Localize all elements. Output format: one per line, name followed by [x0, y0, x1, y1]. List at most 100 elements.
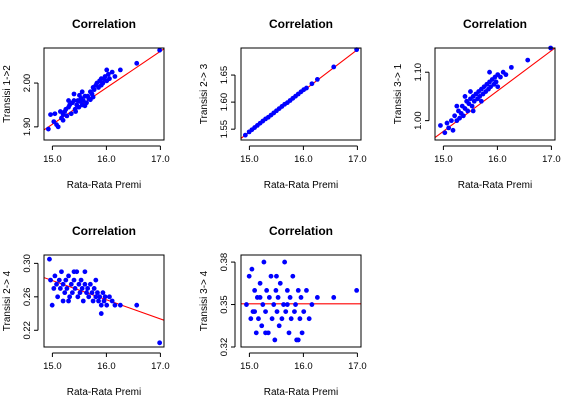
- y-tick-label: 0.35: [219, 295, 230, 314]
- data-point: [288, 316, 294, 322]
- x-axis-label: Rata-Rata Premi: [264, 180, 338, 191]
- x-tick-label: 15.0: [240, 361, 259, 372]
- data-point: [57, 109, 63, 114]
- data-point: [60, 281, 66, 287]
- data-point: [68, 281, 74, 287]
- data-point: [309, 81, 315, 87]
- y-tick-label: 1.55: [219, 120, 230, 139]
- data-point: [112, 74, 118, 79]
- data-point: [134, 60, 140, 66]
- data-point: [55, 294, 61, 300]
- plot-frame: [240, 254, 362, 348]
- y-tick-label: 0.32: [219, 338, 230, 357]
- chart-title: Correlation: [72, 224, 136, 238]
- data-point: [157, 47, 163, 53]
- y-tick-label: 0.22: [22, 321, 33, 340]
- data-point: [77, 92, 82, 98]
- x-tick-label: 17.0: [151, 154, 170, 165]
- data-point: [249, 266, 255, 272]
- data-point: [470, 108, 476, 114]
- data-point: [253, 330, 259, 336]
- chart-panel-4: Correlation 15.0 16.0 17.0 0.22 0.26 0.30 Rata-…: [2, 224, 170, 398]
- x-tick-label: 17.0: [542, 154, 561, 165]
- data-point: [508, 64, 514, 70]
- chart-title: Correlation: [72, 17, 136, 31]
- data-point: [266, 295, 272, 300]
- data-point: [71, 269, 77, 275]
- data-point: [498, 74, 503, 80]
- data-point: [55, 124, 61, 130]
- data-point: [64, 286, 70, 291]
- y-axis-label: Transisi 2-> 3: [199, 63, 210, 124]
- data-point: [295, 287, 301, 293]
- data-point: [452, 113, 458, 119]
- data-point: [304, 287, 309, 293]
- data-point: [82, 281, 88, 287]
- data-point: [525, 57, 531, 63]
- data-points: [242, 47, 360, 138]
- data-point: [260, 302, 266, 307]
- data-point: [256, 316, 261, 322]
- data-point: [71, 277, 77, 283]
- data-point: [49, 302, 55, 308]
- data-point: [487, 69, 492, 75]
- data-point: [284, 287, 290, 293]
- chart-title: Correlation: [269, 17, 333, 31]
- data-point: [48, 112, 53, 117]
- data-point: [261, 259, 267, 265]
- data-point: [269, 316, 275, 322]
- plot-frame: [43, 254, 165, 348]
- data-point: [71, 98, 77, 103]
- y-axis-label: Transisi 1->2: [2, 65, 13, 123]
- data-point: [51, 286, 57, 291]
- data-point: [274, 273, 279, 279]
- data-point: [298, 295, 304, 300]
- data-point: [98, 302, 104, 308]
- data-point: [82, 103, 88, 109]
- chart-title: Correlation: [463, 17, 527, 31]
- data-point: [471, 98, 477, 104]
- plot-frame: [434, 47, 556, 141]
- data-point: [257, 280, 263, 286]
- data-point: [60, 298, 66, 304]
- data-point: [66, 98, 71, 103]
- data-point: [462, 94, 468, 99]
- data-point: [98, 311, 104, 316]
- data-point: [454, 103, 460, 109]
- data-point: [448, 118, 454, 124]
- data-point: [82, 269, 88, 275]
- data-point: [86, 294, 92, 300]
- data-point: [460, 113, 466, 119]
- y-tick-label: 1.00: [413, 111, 424, 130]
- data-point: [87, 97, 93, 103]
- data-point: [72, 286, 78, 291]
- data-point: [290, 273, 296, 279]
- data-point: [314, 76, 320, 82]
- data-point: [273, 287, 279, 293]
- chart-title: Correlation: [269, 224, 333, 238]
- x-tick-label: 16.0: [294, 154, 313, 165]
- data-point: [66, 273, 71, 279]
- data-point: [282, 259, 288, 265]
- x-axis-label: Rata-Rata Premi: [67, 387, 141, 398]
- data-point: [56, 277, 62, 283]
- data-point: [503, 72, 509, 78]
- data-point: [284, 302, 290, 307]
- data-point: [107, 294, 112, 300]
- plot-frame: [240, 47, 362, 141]
- chart-panel-3: Correlation 15.0 16.0 17.0 1.00 1.10 Rata-Rata…: [393, 17, 561, 191]
- data-point: [276, 323, 282, 329]
- x-axis-label: Rata-Rata Premi: [264, 387, 338, 398]
- data-point: [331, 295, 337, 300]
- data-point: [292, 309, 297, 315]
- data-point: [259, 323, 265, 329]
- data-point: [107, 76, 112, 82]
- y-tick-label: 0.38: [219, 253, 230, 272]
- data-point: [95, 290, 100, 296]
- data-point: [79, 286, 85, 291]
- data-point: [277, 280, 283, 286]
- data-point: [493, 79, 499, 85]
- data-point: [76, 281, 82, 287]
- data-points: [47, 256, 163, 346]
- data-point: [442, 130, 448, 136]
